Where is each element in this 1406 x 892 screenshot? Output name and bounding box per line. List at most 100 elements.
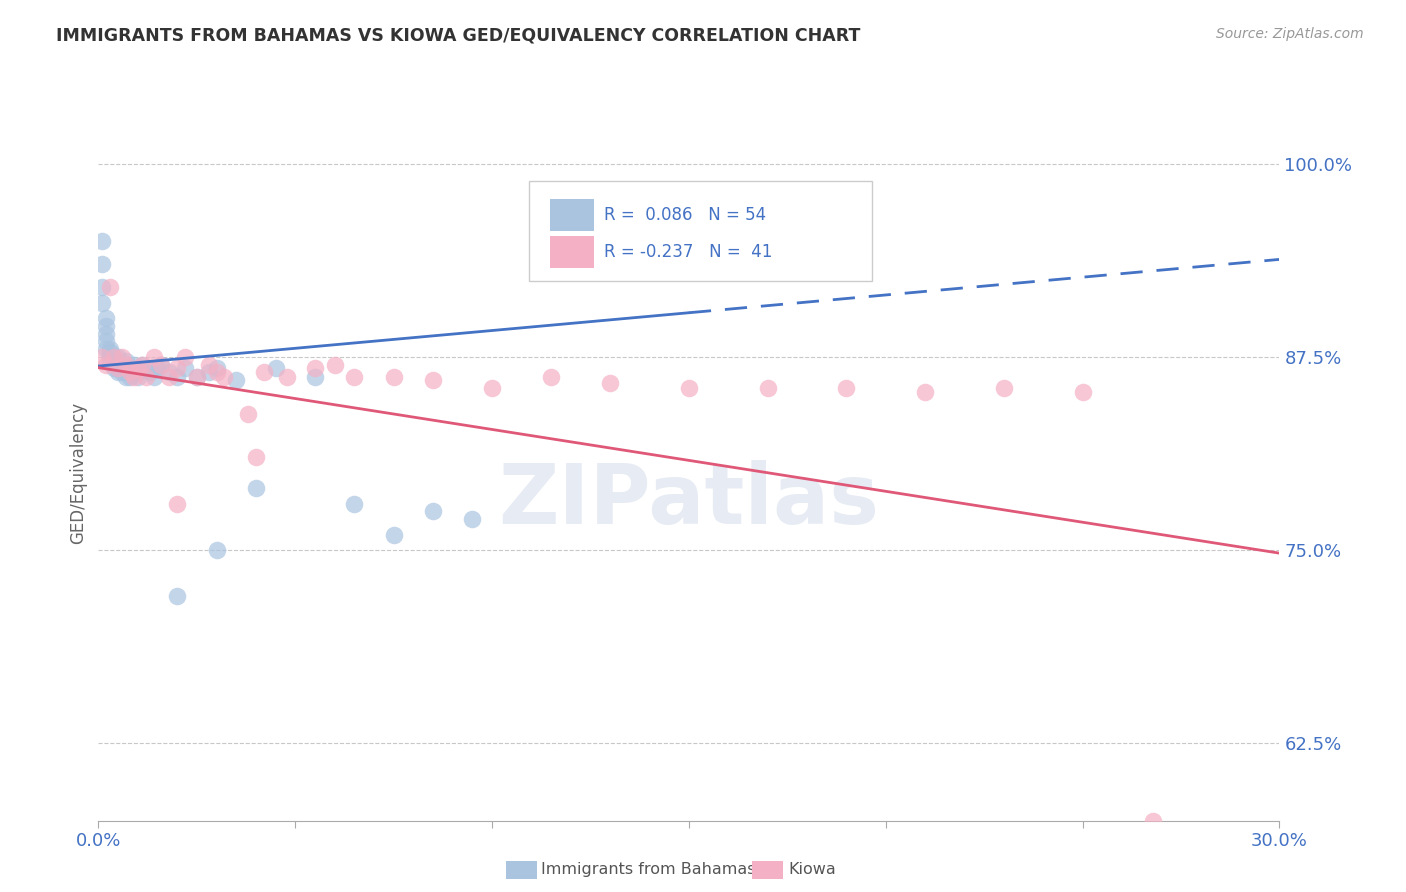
Point [91, 350, 114, 364]
Point [118, 365, 141, 379]
Point [678, 381, 700, 395]
Point [461, 512, 484, 526]
Point [205, 543, 228, 558]
Point [166, 497, 188, 511]
Point [205, 365, 228, 379]
Point [96, 342, 118, 356]
Point [481, 381, 503, 395]
Point [1142, 814, 1164, 828]
Point [150, 358, 173, 372]
Point [323, 358, 346, 372]
Text: IMMIGRANTS FROM BAHAMAS VS KIOWA GED/EQUIVALENCY CORRELATION CHART: IMMIGRANTS FROM BAHAMAS VS KIOWA GED/EQU… [56, 27, 860, 45]
Point [127, 370, 149, 384]
Point [131, 358, 153, 372]
Point [98, 342, 121, 356]
Y-axis label: GED/Equivalency: GED/Equivalency [69, 401, 87, 544]
Point [914, 385, 936, 400]
Point [115, 370, 138, 384]
Point [993, 381, 1015, 395]
Point [756, 381, 779, 395]
Point [107, 350, 129, 364]
Point [122, 365, 145, 379]
Point [138, 365, 160, 379]
Point [96, 318, 118, 333]
Point [382, 527, 405, 541]
Point [150, 358, 173, 372]
Point [103, 350, 125, 364]
Point [422, 373, 444, 387]
Point [214, 370, 236, 384]
Point [157, 365, 180, 379]
Point [91, 295, 114, 310]
Point [166, 370, 188, 384]
Point [135, 370, 157, 384]
Point [96, 326, 118, 341]
Point [343, 370, 366, 384]
Point [96, 358, 118, 372]
Text: R = -0.237   N =  41: R = -0.237 N = 41 [605, 244, 772, 261]
Point [127, 360, 149, 375]
Point [103, 350, 125, 364]
Point [91, 234, 114, 248]
Point [142, 350, 165, 364]
Point [111, 365, 134, 379]
Point [157, 370, 180, 384]
Point [599, 376, 621, 390]
Point [111, 350, 134, 364]
Point [186, 370, 208, 384]
Point [111, 360, 134, 375]
Point [166, 590, 188, 604]
Point [245, 481, 267, 495]
Point [135, 360, 157, 375]
Point [91, 257, 114, 271]
Point [98, 280, 121, 294]
Point [96, 334, 118, 349]
Point [98, 350, 121, 364]
FancyBboxPatch shape [550, 199, 595, 231]
Point [174, 360, 197, 375]
Point [245, 450, 267, 465]
Point [122, 358, 145, 372]
Point [118, 370, 141, 384]
Point [142, 370, 165, 384]
Point [186, 370, 208, 384]
Point [197, 365, 219, 379]
Point [422, 504, 444, 518]
Point [205, 360, 228, 375]
Point [111, 358, 134, 372]
Point [835, 381, 858, 395]
Point [131, 358, 153, 372]
Point [98, 354, 121, 368]
Point [343, 497, 366, 511]
Point [118, 360, 141, 375]
Point [1071, 385, 1094, 400]
FancyBboxPatch shape [530, 180, 872, 281]
Point [253, 365, 276, 379]
Point [96, 311, 118, 326]
FancyBboxPatch shape [550, 236, 595, 268]
Point [276, 370, 298, 384]
Point [304, 360, 326, 375]
Point [174, 350, 197, 364]
Point [166, 360, 188, 375]
Text: R =  0.086   N = 54: R = 0.086 N = 54 [605, 206, 766, 224]
Point [98, 345, 121, 359]
Point [107, 360, 129, 375]
Point [122, 370, 145, 384]
Text: Kiowa: Kiowa [789, 863, 837, 877]
Point [197, 358, 219, 372]
Point [103, 358, 125, 372]
Point [115, 358, 138, 372]
Point [107, 365, 129, 379]
Point [146, 360, 169, 375]
Point [304, 370, 326, 384]
Point [225, 373, 247, 387]
Point [127, 365, 149, 379]
Point [103, 360, 125, 375]
Point [264, 360, 287, 375]
Text: ZIPatlas: ZIPatlas [499, 460, 879, 541]
Point [91, 280, 114, 294]
Point [107, 358, 129, 372]
Text: Source: ZipAtlas.com: Source: ZipAtlas.com [1216, 27, 1364, 41]
Point [540, 370, 562, 384]
